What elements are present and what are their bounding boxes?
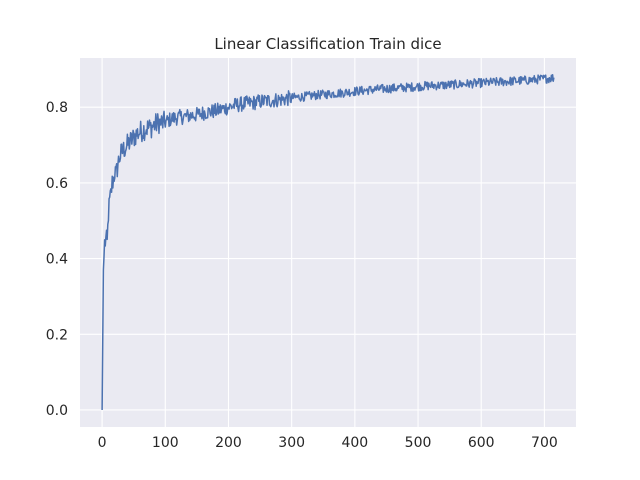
y-tick-label: 0.6	[46, 176, 68, 192]
tick-labels: 0 100 200 300 400 500 600 700 0.0 0.2 0.4 0.6 0.8	[46, 100, 558, 451]
x-tick-label: 600	[468, 435, 495, 451]
chart-title: Linear Classification Train dice	[214, 35, 441, 53]
series-line	[101, 73, 555, 410]
y-tick-label: 0.2	[46, 327, 68, 343]
y-tick-label: 0.0	[46, 403, 68, 419]
x-tick-label: 500	[405, 435, 432, 451]
y-tick-label: 0.4	[46, 252, 68, 268]
grid-lines	[80, 58, 576, 427]
series-layer	[101, 73, 555, 410]
x-tick-label: 200	[215, 435, 242, 451]
x-tick-label: 300	[278, 435, 305, 451]
y-tick-label: 0.8	[46, 100, 68, 116]
x-tick-label: 100	[152, 435, 179, 451]
x-tick-label: 0	[98, 435, 107, 451]
plot-background	[80, 58, 576, 427]
x-tick-label: 700	[531, 435, 558, 451]
x-tick-label: 400	[341, 435, 368, 451]
